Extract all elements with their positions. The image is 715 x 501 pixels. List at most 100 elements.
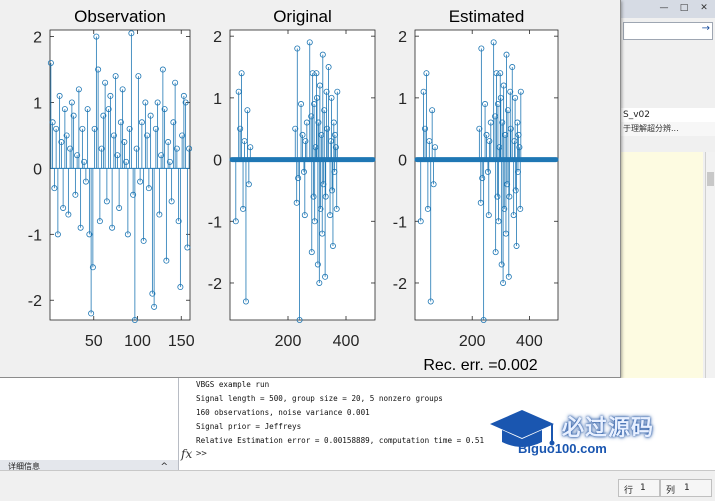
minimize-icon[interactable]: — [659, 3, 669, 13]
go-arrow-icon[interactable]: → [701, 23, 710, 34]
collapse-caret-icon[interactable]: ^ [160, 462, 168, 472]
stem-marker [333, 205, 340, 212]
axes-box [49, 29, 191, 321]
stem-marker [112, 73, 119, 80]
stem-marker [102, 79, 109, 86]
stem-marker [74, 152, 81, 159]
stem-marker [77, 224, 84, 231]
stem-marker [144, 132, 151, 139]
scrollbar-thumb[interactable] [707, 172, 714, 186]
stem-marker [242, 298, 249, 305]
stem-marker [484, 168, 491, 175]
stem-marker [65, 211, 72, 218]
stem-marker [103, 198, 110, 205]
stem-marker [135, 73, 142, 80]
x-tick-label: 200 [459, 333, 486, 350]
stem-marker [498, 261, 505, 268]
stem-marker [500, 279, 507, 286]
stem-marker [294, 45, 301, 52]
stem-marker [68, 99, 75, 106]
stem-marker [107, 92, 114, 99]
col-label: 列 [666, 486, 676, 496]
axes-title: Original [273, 7, 332, 26]
stem-marker [114, 152, 121, 159]
command-prompt[interactable]: >> [196, 449, 207, 459]
y-tick-label: -2 [28, 293, 42, 310]
stem-marker [88, 310, 95, 317]
y-tick-label: 0 [213, 153, 222, 170]
x-tick-label: 150 [168, 333, 195, 350]
stem-marker [172, 79, 179, 86]
vertical-scrollbar[interactable] [705, 152, 715, 452]
stem-marker [514, 119, 521, 126]
stem-marker [67, 145, 74, 152]
stem-marker [105, 106, 112, 113]
stem-marker [96, 218, 103, 225]
stem-marker [516, 144, 523, 151]
stem-marker [317, 205, 324, 212]
stem-marker [158, 152, 165, 159]
stem-marker [98, 145, 105, 152]
stem-marker [60, 204, 67, 211]
folder-description: 于理解超分辨... [621, 122, 715, 136]
stem-marker [499, 119, 506, 126]
stem-marker [302, 138, 309, 145]
stem-marker [147, 112, 154, 119]
stem-marker [53, 125, 60, 132]
col-indicator [660, 479, 712, 497]
maximize-icon[interactable]: □ [679, 3, 689, 13]
stem-marker [123, 158, 130, 165]
command-window[interactable]: VBGS example run Signal length = 500, gr… [179, 378, 715, 470]
stem-marker [126, 125, 133, 132]
y-tick-label: 2 [213, 29, 222, 46]
stem-marker [308, 249, 315, 256]
folder-item[interactable]: S_v02 [621, 108, 715, 122]
stem-marker [490, 39, 497, 46]
stem-marker [322, 193, 329, 200]
x-tick-label: 100 [124, 333, 151, 350]
stem-marker [429, 107, 436, 114]
command-output-line: Signal prior = Jeffreys [196, 422, 302, 431]
stem-marker [497, 70, 504, 77]
x-tick-label: 200 [275, 333, 302, 350]
stem-marker [49, 119, 56, 126]
stem-marker [245, 181, 252, 188]
stem-marker [116, 204, 123, 211]
close-icon[interactable]: ✕ [700, 3, 708, 13]
stem-marker [161, 106, 168, 113]
stem-marker [306, 39, 313, 46]
stem-marker [501, 205, 508, 212]
stem-marker [95, 66, 102, 73]
axes-box [414, 29, 559, 321]
stem-marker [154, 99, 161, 106]
y-tick-label: 0 [33, 161, 42, 178]
stem-marker [422, 125, 429, 132]
axes-title: Observation [74, 7, 166, 26]
stem-marker [170, 119, 177, 126]
stem-marker [163, 257, 170, 264]
stem-marker [492, 249, 499, 256]
stem-marker [100, 112, 107, 119]
stem-marker [322, 273, 329, 280]
stem-marker [298, 101, 305, 108]
stem-marker [319, 51, 326, 58]
stem-marker [493, 70, 500, 77]
address-bar[interactable]: → [623, 22, 713, 40]
stem-marker [149, 290, 156, 297]
fx-icon[interactable]: fx [181, 447, 193, 461]
stem-marker [309, 70, 316, 77]
stem-marker [70, 112, 77, 119]
command-output-line: VBGS example run [196, 380, 270, 389]
stem-marker [299, 131, 306, 138]
stem-marker [315, 119, 322, 126]
stem-marker [292, 125, 299, 132]
stem-marker [130, 191, 137, 198]
y-tick-label: 1 [213, 91, 222, 108]
stem-marker [427, 298, 434, 305]
stem-marker [145, 185, 152, 192]
stem-marker [109, 224, 116, 231]
stem-marker [316, 279, 323, 286]
stem-marker [300, 168, 307, 175]
stem-marker [506, 193, 513, 200]
details-label: 详细信息 [8, 462, 40, 471]
